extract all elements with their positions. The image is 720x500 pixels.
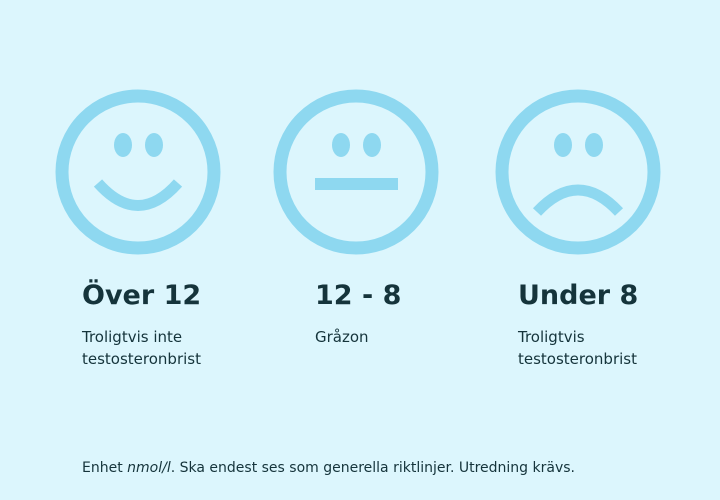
happy-face	[55, 89, 221, 255]
neutral-face	[273, 89, 439, 255]
eye	[145, 133, 163, 157]
item-title: 12 - 8	[315, 280, 402, 311]
mouth	[315, 178, 398, 190]
item-description: Troligtvis inte testosteronbrist	[82, 328, 201, 368]
footer-text: Enhet	[82, 460, 128, 476]
eye	[585, 133, 603, 157]
item-description: Gråzon	[315, 328, 369, 346]
eye	[114, 133, 132, 157]
eye	[554, 133, 572, 157]
footer-text: . Ska endest ses som generella riktlinje…	[170, 460, 575, 476]
item-title: Under 8	[518, 280, 639, 311]
eye	[332, 133, 350, 157]
footer: Enhet nmol/l. Ska endest ses som generel…	[82, 460, 575, 476]
eye	[363, 133, 381, 157]
footer-unit: nmol/l	[127, 460, 171, 476]
item-title: Över 12	[82, 280, 202, 311]
sad-face	[495, 89, 661, 255]
item-description: Troligtvis testosteronbrist	[518, 328, 637, 368]
